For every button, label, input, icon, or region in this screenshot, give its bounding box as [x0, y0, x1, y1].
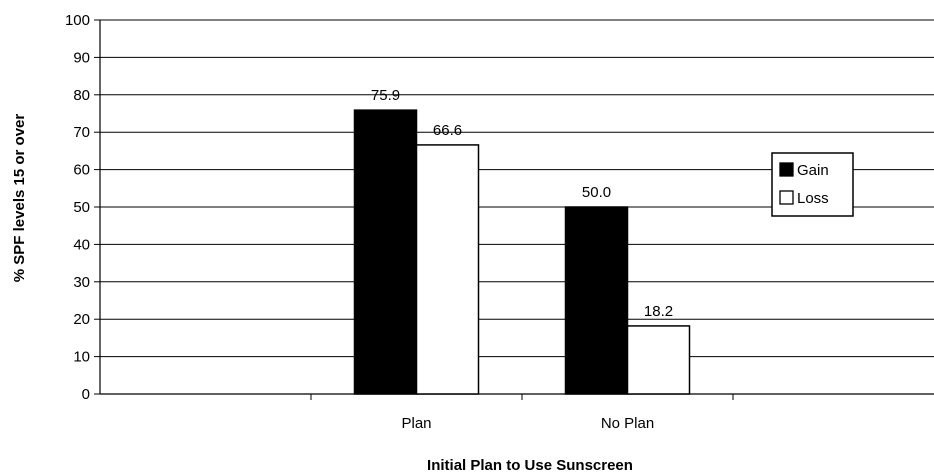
data-label: 66.6 [433, 122, 462, 139]
gridlines [100, 19, 934, 358]
bar-loss-plan [415, 144, 480, 395]
legend-swatch-gain [779, 162, 794, 177]
y-axis: 0 10 20 30 40 50 60 70 80 90 100 [65, 12, 101, 403]
bar-gain-no-plan [564, 206, 629, 395]
y-tick-label: 70 [73, 124, 90, 141]
y-tick-label: 20 [73, 311, 90, 328]
y-tick-label: 80 [73, 87, 90, 104]
legend-label-loss: Loss [797, 190, 829, 207]
legend-swatch-loss [779, 190, 794, 205]
legend-label-gain: Gain [797, 162, 829, 179]
y-tick-label: 30 [73, 274, 90, 291]
y-tick-label: 90 [73, 49, 90, 66]
y-tick-label: 100 [65, 12, 90, 29]
category-label: Plan [401, 415, 431, 432]
y-tick-label: 50 [73, 199, 90, 216]
data-label: 18.2 [644, 303, 673, 320]
data-labels: 75.9 66.6 50.0 18.2 [371, 87, 673, 320]
y-axis-title: % SPF levels 15 or over [11, 114, 28, 283]
bar-gain-plan [353, 109, 418, 395]
legend: Gain Loss [771, 152, 854, 217]
category-label: No Plan [601, 415, 654, 432]
data-label: 75.9 [371, 87, 400, 104]
bars [353, 109, 691, 395]
x-axis-title: Initial Plan to Use Sunscreen [427, 457, 633, 474]
y-tick-label: 40 [73, 236, 90, 253]
y-tick-label: 0 [82, 386, 90, 403]
y-tick-label: 10 [73, 349, 90, 366]
data-label: 50.0 [582, 184, 611, 201]
y-tick-label: 60 [73, 162, 90, 179]
bar-loss-no-plan [626, 325, 691, 395]
x-axis: Plan No Plan [100, 393, 934, 432]
